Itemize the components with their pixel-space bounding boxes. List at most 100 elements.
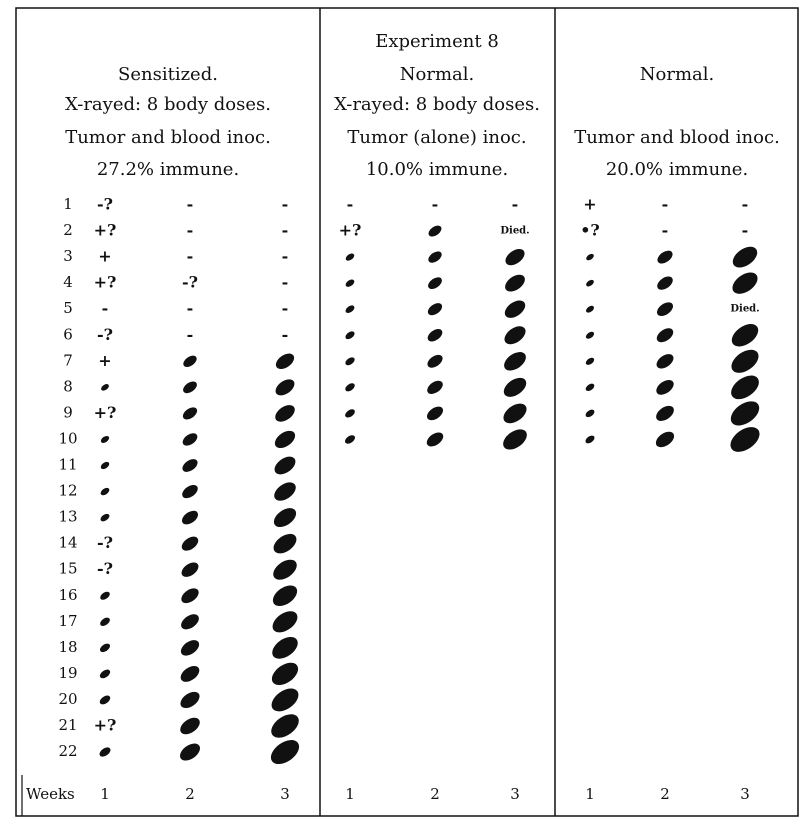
tumor-blob	[585, 304, 595, 314]
cell-mark: Died.	[730, 304, 759, 315]
tumor-blob	[727, 345, 762, 377]
tumor-blob	[178, 611, 201, 632]
cell-mark: -	[282, 325, 289, 344]
row-label: 3	[63, 247, 73, 265]
tumor-blob	[585, 278, 595, 287]
tumor-blob	[499, 425, 530, 453]
cell-mark: -	[187, 325, 194, 344]
cell-mark: -?	[97, 533, 113, 552]
tumor-blob	[267, 684, 302, 716]
tumor-blob	[726, 422, 764, 457]
tumor-blob	[344, 382, 357, 393]
tumor-blob	[268, 633, 301, 664]
cell-mark: -?	[182, 273, 198, 292]
week-label: 3	[510, 785, 520, 803]
tumor-blob	[584, 356, 595, 366]
tumor-blob	[344, 252, 355, 262]
tumor-blob	[179, 585, 202, 606]
tumor-blob	[654, 377, 677, 398]
week-label: 1	[585, 785, 595, 803]
row-label: 18	[58, 638, 77, 656]
tumor-blob	[269, 607, 302, 637]
tumor-blob	[177, 740, 203, 764]
tumor-blob	[99, 590, 112, 601]
tumor-blob	[270, 556, 301, 584]
cell-mark: -	[282, 299, 289, 318]
panel-header: Tumor and blood inoc.	[65, 127, 271, 148]
cell-mark: -	[187, 299, 194, 318]
panel-header: 20.0% immune.	[606, 159, 748, 180]
panel-header: Normal.	[400, 64, 474, 85]
cell-mark: -	[102, 299, 109, 318]
tumor-blob	[99, 616, 112, 628]
tumor-blob	[585, 330, 596, 340]
tumor-blob	[426, 275, 444, 292]
tumor-blob	[180, 456, 200, 474]
cell-mark: +	[583, 195, 596, 214]
row-label: 1	[63, 195, 73, 213]
cell-mark: -	[512, 195, 519, 214]
row-label: 7	[63, 351, 73, 369]
row-label: 10	[58, 429, 77, 447]
tumor-blob	[99, 512, 111, 523]
tumor-blob	[425, 326, 444, 344]
tumor-blob	[98, 746, 112, 759]
week-label: 3	[740, 785, 750, 803]
weeks-label: Weeks	[26, 785, 75, 803]
tumor-blob	[181, 405, 200, 422]
tumor-blob	[502, 246, 527, 269]
row-label: 22	[58, 742, 77, 760]
cell-mark: -	[662, 221, 669, 240]
row-label: 8	[63, 377, 73, 395]
tumor-blob	[501, 348, 530, 374]
row-label: 6	[63, 325, 73, 343]
tumor-blob	[272, 402, 298, 425]
tumor-blob	[344, 278, 355, 288]
row-label: 20	[58, 690, 77, 708]
cell-mark: -?	[97, 559, 113, 578]
week-label: 2	[430, 785, 440, 803]
tumor-blob	[729, 242, 761, 271]
tumor-blob	[344, 408, 357, 420]
row-label: 12	[58, 482, 77, 500]
tumor-blob	[344, 330, 356, 341]
row-label: 15	[58, 560, 77, 578]
week-label: 2	[660, 785, 670, 803]
week-label: 1	[345, 785, 355, 803]
row-label: 9	[63, 403, 73, 421]
tumor-blob	[271, 479, 299, 505]
tumor-blob	[426, 301, 445, 318]
tumor-blob	[272, 427, 298, 451]
tumor-blob	[344, 356, 356, 367]
tumor-blob	[655, 248, 675, 266]
tumor-blob	[584, 408, 596, 419]
cell-mark: -	[282, 221, 289, 240]
cell-mark: +?	[339, 221, 362, 240]
tumor-blob	[427, 223, 444, 238]
tumor-blob	[584, 434, 596, 445]
panel-header: Tumor and blood inoc.	[574, 127, 780, 148]
row-label: 11	[58, 456, 77, 474]
cell-mark: •?	[580, 221, 600, 240]
row-label: 4	[63, 273, 73, 291]
tumor-blob	[653, 429, 677, 451]
tumor-blob	[726, 396, 763, 430]
row-label: 16	[58, 586, 77, 604]
tumor-blob	[728, 319, 763, 351]
tumor-blob	[502, 297, 529, 321]
tumor-blob	[426, 249, 443, 265]
tumor-blob	[100, 435, 111, 445]
panel-header: 27.2% immune.	[97, 159, 239, 180]
tumor-blob	[180, 482, 200, 501]
row-label: 14	[58, 534, 77, 552]
tumor-blob	[178, 637, 202, 659]
tumor-blob	[655, 274, 675, 293]
cell-mark: -	[282, 273, 289, 292]
cell-mark: +?	[94, 273, 117, 292]
tumor-blob	[654, 325, 676, 345]
row-label: 19	[58, 664, 77, 682]
cell-mark: -	[662, 195, 669, 214]
tumor-blob	[425, 378, 445, 397]
tumor-blob	[269, 581, 301, 610]
cell-mark: +?	[94, 221, 117, 240]
